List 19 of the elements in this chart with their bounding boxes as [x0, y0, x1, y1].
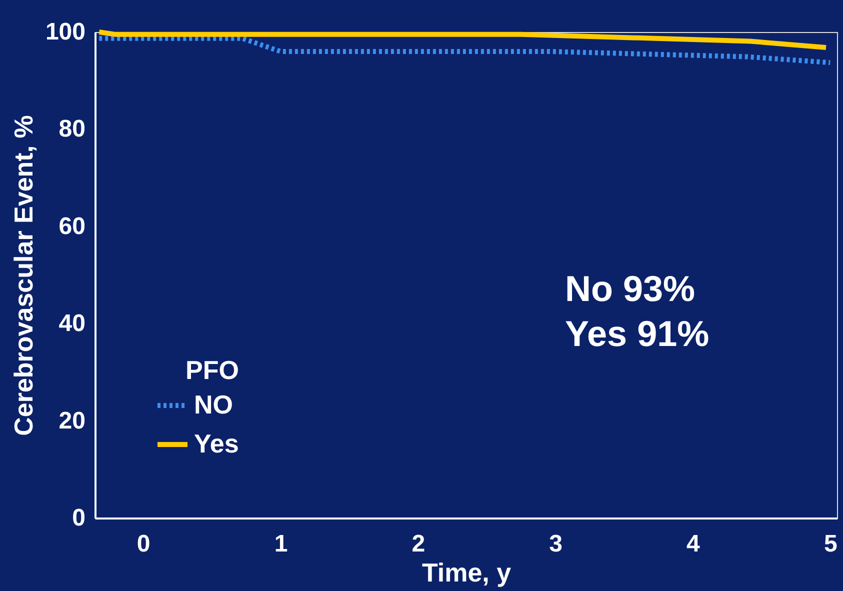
y-tick-label: 100: [45, 18, 86, 46]
y-tick-label: 0: [72, 504, 86, 532]
y-tick-label: 60: [58, 212, 86, 240]
y-axis-title: Cerebrovascular Event, %: [8, 115, 38, 436]
y-tick-label: 80: [58, 116, 86, 143]
x-tick-label: 4: [686, 530, 701, 558]
annotation: Yes 91%: [565, 313, 710, 354]
legend-label: NO: [194, 390, 233, 420]
x-axis-title: Time, y: [422, 558, 512, 588]
legend-title: PFO: [186, 355, 239, 385]
y-tick-label: 20: [58, 407, 86, 434]
legend-label: Yes: [194, 428, 239, 458]
x-tick-label: 0: [136, 530, 150, 558]
x-tick-label: 3: [549, 530, 562, 558]
annotation: No 93%: [565, 268, 696, 309]
x-tick-label: 2: [412, 530, 426, 558]
y-tick-label: 40: [58, 310, 86, 338]
x-tick-label: 1: [274, 530, 288, 558]
x-tick-label: 5: [824, 530, 838, 558]
